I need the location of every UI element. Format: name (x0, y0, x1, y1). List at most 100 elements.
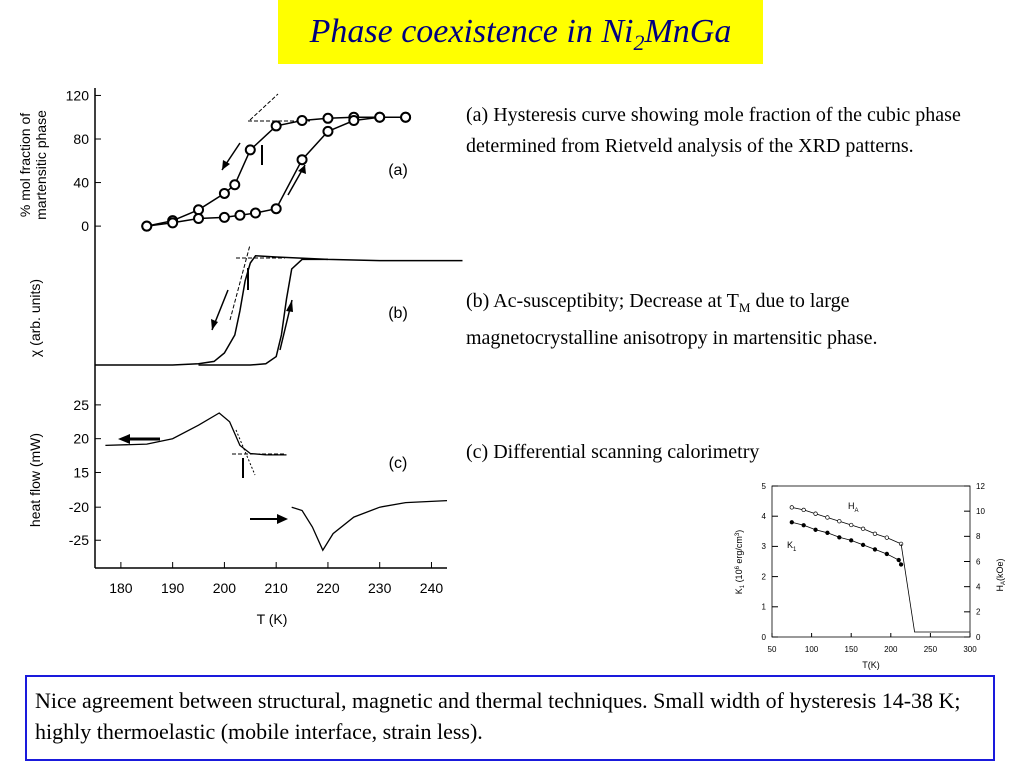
series-label: K1 (787, 540, 797, 553)
y-label: K1 (106 erg/cm3) (734, 530, 746, 595)
y-tick-label: 120 (66, 87, 90, 103)
y-tick-label: 8 (976, 532, 981, 541)
summary-box: Nice agreement between structural, magne… (25, 675, 995, 761)
y-tick-label: 2 (762, 572, 767, 581)
arrow-head (298, 165, 306, 174)
y2-label: HA(kOe) (995, 558, 1007, 591)
caption-b-text2: due to large magnetocrystalline anisotro… (466, 290, 878, 349)
x-tick-label: 240 (420, 580, 444, 596)
point (801, 507, 806, 513)
series-label-part: A (855, 508, 859, 514)
point (898, 562, 904, 567)
point (872, 547, 878, 552)
x-tick-label: 250 (924, 645, 938, 654)
y-label: martensitic phase (33, 110, 49, 220)
caption-c: (c) Differential scanning calorimetry (466, 441, 760, 463)
y-label: heat flow (mW) (27, 433, 43, 527)
point (322, 125, 334, 137)
point (296, 114, 308, 126)
point (849, 538, 854, 543)
point (872, 531, 878, 536)
x-tick-label: 300 (963, 645, 977, 654)
series-label-part: H (848, 501, 855, 511)
y-tick-label: 15 (73, 464, 89, 480)
y-label: χ (arb. units) (27, 279, 43, 357)
x-tick-label: 190 (161, 580, 185, 596)
point (825, 530, 830, 535)
point (244, 144, 256, 156)
curve (791, 521, 902, 565)
point (249, 207, 261, 219)
title-sub: 2 (633, 29, 645, 55)
arrow-head (277, 514, 288, 524)
x-tick-label: 180 (109, 580, 133, 596)
y-tick-label: 20 (73, 431, 89, 447)
figure-2-frame (771, 485, 971, 638)
y2-label-part: A (1001, 581, 1007, 585)
y-tick-label: 4 (976, 582, 981, 591)
point (193, 212, 205, 224)
y-label-part: (10 (734, 569, 744, 585)
y-tick-label: 25 (73, 397, 89, 413)
arrow-head (286, 300, 293, 312)
y-tick-label: 3 (762, 542, 767, 551)
point (322, 112, 334, 124)
y-tick-label: -25 (69, 532, 89, 548)
panel-label: (a) (388, 162, 408, 179)
x-tick-label: 200 (213, 580, 237, 596)
point (789, 520, 794, 525)
y-tick-label: 4 (762, 512, 767, 521)
x-tick-label: 230 (368, 580, 392, 596)
y-tick-label: 5 (762, 482, 767, 491)
title-rest: MnGa (644, 13, 732, 50)
tangent (229, 244, 251, 321)
point (896, 557, 901, 563)
arrow-head (118, 434, 130, 444)
point (218, 187, 230, 199)
x-tick-label: 200 (884, 645, 898, 654)
series-label-part: 1 (793, 547, 797, 553)
curve (198, 258, 328, 366)
point (837, 519, 842, 524)
point (270, 120, 282, 132)
point (849, 522, 854, 528)
y-label-part: 6 (735, 565, 741, 569)
x-tick-label: 210 (264, 580, 288, 596)
curve (791, 507, 902, 545)
point (167, 217, 179, 229)
y-tick-label: 40 (73, 174, 89, 190)
y-label-part: erg/cm (734, 536, 744, 566)
y2-label-part: (kOe) (995, 558, 1005, 581)
x-tick-label: 100 (805, 645, 819, 654)
point (400, 111, 412, 123)
point (813, 511, 818, 516)
caption-b-text: (b) Ac-susceptibity; Decrease at T (466, 290, 739, 312)
y-tick-label: 0 (976, 633, 981, 642)
point (141, 220, 153, 232)
y-label-part: ) (734, 530, 744, 533)
curve (105, 412, 287, 456)
panel-label: (b) (388, 305, 408, 322)
point (234, 209, 246, 221)
x-label: T (K) (257, 611, 288, 627)
x-tick-label: 220 (316, 580, 340, 596)
point (860, 542, 866, 548)
point (825, 515, 830, 520)
point (789, 505, 794, 510)
point (193, 204, 205, 216)
series-label: HA (848, 501, 859, 514)
title-text: Phase coexistence in Ni (309, 13, 634, 50)
x-label: T(K) (862, 660, 880, 670)
tangent (235, 429, 256, 476)
y-tick-label: 10 (976, 507, 985, 516)
point (813, 527, 818, 532)
y-tick-label: 1 (762, 603, 767, 612)
y-tick-label: 12 (976, 482, 985, 491)
title: Phase coexistence in Ni2MnGa (278, 0, 763, 64)
caption-b-sub: M (738, 300, 751, 315)
y2-label-part: H (995, 585, 1005, 592)
figure-1-frame (94, 88, 447, 569)
point (348, 114, 360, 126)
